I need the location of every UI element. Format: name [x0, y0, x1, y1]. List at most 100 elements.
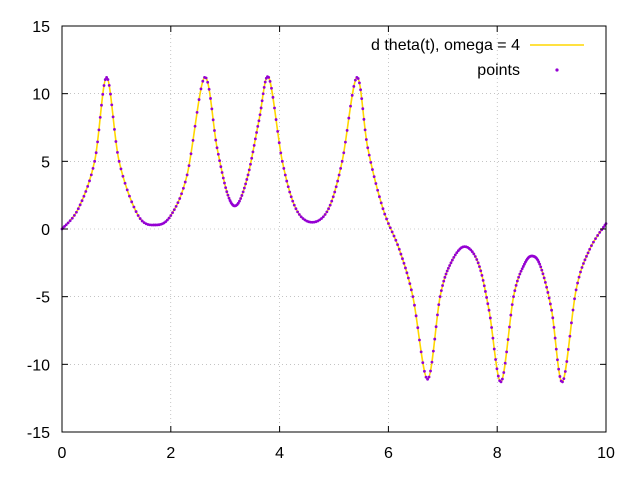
data-point	[470, 250, 474, 254]
data-point	[213, 129, 216, 132]
data-point	[404, 266, 407, 270]
data-point	[176, 201, 180, 205]
data-point	[390, 230, 394, 234]
data-point	[130, 200, 134, 204]
data-point	[187, 164, 191, 168]
data-point	[297, 213, 301, 216]
data-point	[385, 217, 388, 221]
data-point	[101, 92, 105, 96]
data-point	[469, 248, 473, 252]
data-point	[571, 308, 575, 312]
data-point	[452, 256, 456, 259]
x-tick-label: 2	[166, 445, 175, 462]
data-point	[105, 76, 109, 79]
data-point	[455, 251, 459, 255]
data-point	[273, 106, 276, 110]
data-point	[586, 251, 590, 255]
data-point	[68, 219, 72, 223]
data-point	[171, 211, 174, 215]
data-point	[399, 252, 403, 256]
data-point	[260, 99, 264, 103]
data-point	[349, 104, 352, 108]
data-point	[476, 261, 480, 265]
data-point	[543, 280, 547, 284]
data-point	[556, 358, 559, 362]
data-point	[123, 181, 127, 185]
data-point	[75, 210, 78, 214]
data-point	[334, 185, 338, 189]
data-point	[240, 194, 244, 197]
data-point	[521, 265, 525, 268]
data-point	[328, 203, 332, 207]
data-point	[347, 116, 351, 120]
data-point	[413, 303, 416, 307]
data-point	[429, 369, 432, 373]
data-point	[255, 131, 258, 134]
data-point	[201, 79, 205, 83]
data-point	[443, 275, 447, 279]
data-point	[70, 216, 74, 220]
data-point	[547, 296, 551, 300]
data-point	[185, 173, 189, 177]
data-point	[408, 282, 412, 286]
data-point	[496, 374, 500, 378]
data-point	[574, 288, 578, 292]
data-point	[409, 288, 413, 292]
data-point	[371, 168, 374, 171]
data-point	[289, 195, 293, 199]
data-point	[221, 176, 225, 180]
data-point	[513, 289, 517, 293]
data-point	[280, 159, 284, 163]
data-point	[542, 276, 546, 280]
y-tick-label: 10	[32, 87, 50, 104]
data-point	[197, 98, 201, 101]
data-point	[238, 199, 241, 203]
data-point	[376, 188, 380, 192]
data-point	[138, 217, 142, 220]
data-point	[598, 231, 602, 234]
data-point	[433, 337, 437, 341]
data-point	[291, 199, 295, 203]
y-tick-label: -15	[27, 425, 50, 442]
data-point	[340, 159, 344, 163]
data-point	[411, 295, 415, 299]
data-point	[472, 252, 476, 256]
data-point	[394, 238, 398, 242]
data-point	[286, 185, 290, 189]
data-point	[66, 221, 70, 225]
data-point	[331, 195, 335, 199]
data-point	[538, 262, 542, 266]
data-point	[427, 375, 431, 379]
data-point	[183, 180, 187, 184]
data-point	[557, 367, 561, 371]
data-point	[195, 110, 199, 114]
data-point	[554, 347, 558, 351]
data-point	[270, 86, 273, 90]
data-point	[268, 79, 272, 83]
data-point	[495, 367, 499, 371]
data-point	[550, 308, 553, 312]
data-point	[499, 380, 503, 384]
data-point	[378, 195, 381, 199]
data-point	[421, 361, 425, 365]
data-point	[207, 87, 211, 91]
data-point	[199, 87, 203, 91]
data-point	[106, 78, 110, 81]
data-point	[226, 193, 230, 197]
data-point	[481, 279, 485, 282]
data-point	[436, 313, 439, 317]
data-point	[445, 269, 449, 273]
data-point	[364, 138, 368, 141]
data-point	[102, 84, 106, 87]
x-tick-label: 6	[384, 445, 393, 462]
data-point	[244, 182, 248, 186]
data-point	[100, 103, 103, 107]
data-point	[449, 261, 453, 265]
data-point	[453, 253, 457, 257]
data-point	[509, 313, 513, 317]
data-point	[336, 179, 340, 183]
data-point	[140, 219, 144, 223]
data-point	[590, 244, 593, 248]
data-point	[473, 255, 477, 258]
